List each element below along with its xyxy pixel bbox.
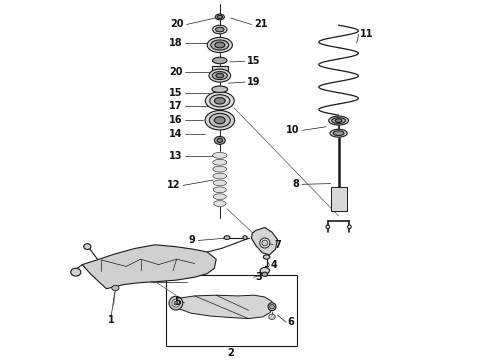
Text: 4: 4 [271, 260, 278, 270]
Text: 7: 7 [274, 240, 281, 250]
Ellipse shape [209, 113, 230, 127]
Text: 6: 6 [288, 317, 294, 327]
Text: 16: 16 [169, 114, 182, 125]
Ellipse shape [84, 244, 91, 249]
Bar [212, 66, 228, 72]
Ellipse shape [216, 27, 224, 32]
Text: 21: 21 [254, 19, 268, 30]
Ellipse shape [205, 111, 235, 130]
Ellipse shape [217, 138, 222, 143]
Text: 1: 1 [108, 315, 115, 325]
Text: 15: 15 [169, 88, 182, 98]
Ellipse shape [335, 119, 342, 122]
Ellipse shape [224, 236, 230, 239]
Ellipse shape [260, 267, 270, 274]
Ellipse shape [347, 225, 351, 229]
Polygon shape [251, 228, 277, 255]
Text: 13: 13 [169, 150, 182, 161]
Text: 14: 14 [169, 129, 182, 139]
Ellipse shape [213, 57, 227, 64]
Ellipse shape [207, 37, 232, 53]
Text: 12: 12 [167, 180, 180, 190]
Text: 11: 11 [360, 29, 374, 39]
Ellipse shape [217, 15, 222, 19]
Polygon shape [82, 245, 216, 289]
Text: 9: 9 [189, 235, 196, 246]
Text: 8: 8 [292, 179, 299, 189]
Ellipse shape [205, 92, 234, 110]
Ellipse shape [211, 40, 229, 50]
Ellipse shape [332, 118, 345, 123]
Text: 20: 20 [169, 67, 182, 77]
Text: 15: 15 [247, 56, 261, 66]
Bar [331, 187, 346, 211]
Ellipse shape [213, 166, 227, 172]
Bar [166, 275, 297, 346]
Text: 20: 20 [171, 19, 184, 30]
Ellipse shape [215, 42, 225, 48]
Ellipse shape [329, 116, 348, 125]
Ellipse shape [112, 285, 119, 291]
Ellipse shape [213, 180, 226, 186]
Ellipse shape [209, 69, 231, 82]
Ellipse shape [330, 129, 347, 137]
Ellipse shape [216, 73, 224, 78]
Ellipse shape [210, 95, 230, 107]
Ellipse shape [262, 272, 268, 276]
Ellipse shape [71, 268, 81, 276]
Ellipse shape [212, 72, 227, 80]
Ellipse shape [213, 25, 227, 34]
Ellipse shape [169, 296, 183, 310]
Ellipse shape [214, 194, 226, 199]
Ellipse shape [213, 159, 227, 165]
Ellipse shape [215, 117, 225, 124]
Ellipse shape [172, 299, 180, 307]
Ellipse shape [269, 314, 275, 320]
Text: 3: 3 [255, 272, 262, 282]
Ellipse shape [326, 225, 330, 229]
Ellipse shape [243, 236, 247, 239]
Ellipse shape [333, 131, 344, 136]
Text: 17: 17 [169, 101, 182, 111]
Ellipse shape [260, 238, 270, 248]
Ellipse shape [213, 187, 226, 193]
Text: 5: 5 [174, 297, 181, 307]
Ellipse shape [263, 255, 270, 259]
Polygon shape [173, 295, 273, 319]
Ellipse shape [268, 303, 276, 311]
Ellipse shape [174, 301, 178, 305]
Text: 2: 2 [227, 348, 234, 358]
Ellipse shape [262, 240, 268, 246]
Text: 10: 10 [286, 125, 300, 135]
Text: 18: 18 [169, 38, 182, 48]
Ellipse shape [215, 14, 224, 20]
Ellipse shape [215, 136, 225, 144]
Ellipse shape [213, 173, 226, 179]
Ellipse shape [215, 98, 225, 104]
Ellipse shape [213, 152, 227, 158]
Ellipse shape [212, 86, 228, 93]
Ellipse shape [270, 305, 274, 309]
Text: 19: 19 [247, 77, 261, 87]
Ellipse shape [214, 201, 226, 207]
